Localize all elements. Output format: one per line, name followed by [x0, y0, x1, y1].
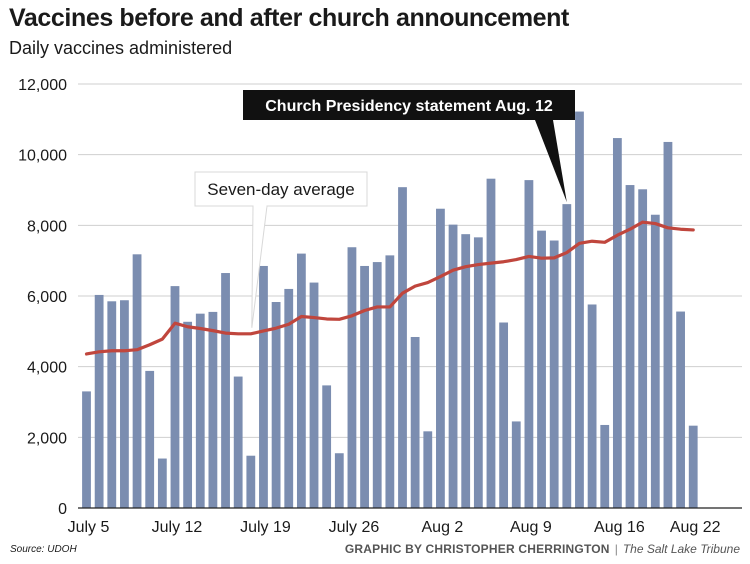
y-tick-label: 10,000 — [18, 148, 67, 165]
bar — [271, 302, 281, 508]
bar — [221, 273, 230, 508]
y-tick-label: 12,000 — [18, 77, 67, 94]
bar — [650, 214, 660, 508]
bar — [600, 424, 610, 508]
bar — [398, 187, 407, 508]
bar — [360, 265, 369, 508]
bar — [423, 431, 433, 508]
bar — [107, 301, 117, 508]
y-tick-label: 6,000 — [27, 289, 67, 306]
bar — [461, 234, 471, 508]
bar — [309, 282, 319, 508]
bar — [284, 288, 294, 508]
x-tick-label: July 5 — [68, 519, 110, 536]
bar — [94, 294, 104, 508]
bar — [575, 111, 584, 508]
seven-day-average-line — [84, 220, 695, 356]
credit-author: GRAPHIC BY CHRISTOPHER CHERRINGTON — [344, 542, 610, 556]
bar — [448, 224, 458, 509]
bar — [183, 321, 193, 508]
bar — [436, 208, 445, 508]
x-tick-label: July 26 — [329, 519, 380, 536]
bar — [145, 370, 155, 508]
y-tick-label: 2,000 — [27, 430, 67, 447]
bar — [132, 254, 142, 508]
bar — [347, 247, 357, 509]
y-tick-label: 8,000 — [27, 218, 67, 235]
bar — [473, 237, 483, 508]
x-tick-label: Aug 16 — [594, 519, 645, 536]
credit-separator: | — [614, 542, 618, 556]
bar — [486, 178, 496, 508]
bar — [157, 458, 167, 508]
statement-callout-label: Church Presidency statement Aug. 12 — [265, 98, 553, 115]
bar — [334, 453, 344, 508]
bar — [625, 185, 635, 508]
bar — [120, 300, 129, 508]
source-note: Source: UDOH — [10, 544, 77, 555]
bar — [410, 336, 420, 508]
average-callout-label: Seven-day average — [207, 180, 354, 199]
bar — [208, 311, 218, 508]
bar — [688, 425, 698, 508]
bar — [259, 265, 268, 508]
x-tick-label: Aug 2 — [422, 519, 464, 536]
bar — [511, 421, 521, 508]
y-tick-label: 4,000 — [27, 360, 67, 377]
x-tick-label: July 19 — [240, 519, 291, 536]
bar — [246, 455, 256, 508]
y-tick-label: 0 — [58, 501, 67, 518]
bar — [612, 138, 622, 508]
bar — [676, 311, 685, 508]
bar — [549, 240, 559, 508]
bar — [638, 189, 648, 508]
statement-callout-pointer — [535, 120, 567, 203]
bar — [562, 204, 572, 508]
chart-subtitle: Daily vaccines administered — [9, 38, 233, 58]
bar — [587, 304, 597, 508]
average-callout-box — [194, 171, 368, 207]
credit-publication: The Salt Lake Tribune — [622, 542, 740, 556]
bar — [233, 376, 243, 508]
x-tick-label: Aug 22 — [670, 519, 721, 536]
statement-callout-box — [243, 90, 575, 120]
credit-line: GRAPHIC BY CHRISTOPHER CHERRINGTON | The S… — [345, 542, 740, 556]
bar — [663, 141, 673, 509]
bar — [385, 255, 395, 508]
bar — [537, 230, 546, 508]
x-tick-label: July 12 — [152, 519, 203, 536]
bar — [322, 385, 332, 508]
bar — [296, 253, 306, 508]
bar — [82, 391, 91, 508]
bar — [195, 313, 205, 508]
bar — [524, 180, 534, 508]
bar — [499, 322, 509, 508]
bar — [170, 286, 180, 508]
average-callout-joint — [253, 204, 267, 208]
bar — [372, 262, 382, 508]
x-tick-label: Aug 9 — [510, 519, 552, 536]
chart-title: Vaccines before and after church announc… — [9, 4, 569, 32]
